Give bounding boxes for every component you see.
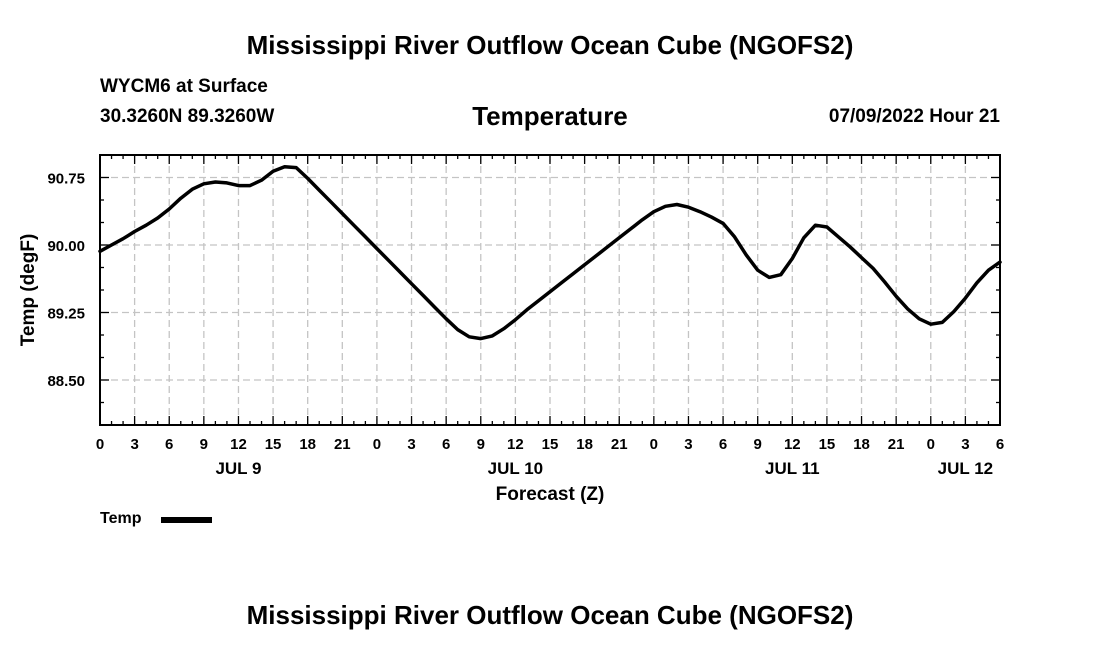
x-tick-label: 12 <box>784 436 801 453</box>
x-tick-label: 12 <box>230 436 247 453</box>
x-tick-label: 6 <box>165 436 173 453</box>
x-date-label: JUL 10 <box>488 459 543 478</box>
y-tick-label: 89.25 <box>47 306 85 323</box>
x-tick-label: 3 <box>407 436 415 453</box>
forecast-timestamp: 07/09/2022 Hour 21 <box>828 106 1000 127</box>
x-tick-label: 21 <box>888 436 905 453</box>
y-tick-label: 90.00 <box>47 238 85 255</box>
x-tick-label: 12 <box>507 436 524 453</box>
x-tick-label: 15 <box>265 436 282 453</box>
x-tick-label: 6 <box>442 436 450 453</box>
x-date-label: JUL 9 <box>215 459 261 478</box>
x-date-label: JUL 12 <box>938 459 993 478</box>
station-label: WYCM6 at Surface <box>100 76 268 97</box>
legend-label: Temp <box>100 510 142 527</box>
x-tick-label: 21 <box>334 436 351 453</box>
x-tick-label: 6 <box>719 436 727 453</box>
x-tick-label: 18 <box>853 436 870 453</box>
x-tick-label: 0 <box>373 436 381 453</box>
chart-footer-title: Mississippi River Outflow Ocean Cube (NG… <box>246 600 854 630</box>
x-axis-label: Forecast (Z) <box>496 484 605 505</box>
y-axis-label: Temp (degF) <box>18 234 39 347</box>
x-tick-label: 3 <box>130 436 138 453</box>
station-coordinates: 30.3260N 89.3260W <box>100 106 275 127</box>
x-tick-label: 15 <box>542 436 559 453</box>
x-tick-label: 9 <box>200 436 208 453</box>
chart-main-title: Mississippi River Outflow Ocean Cube (NG… <box>246 30 854 60</box>
y-tick-label: 88.50 <box>47 373 85 390</box>
temperature-series-line <box>98 164 1002 341</box>
x-tick-label: 21 <box>611 436 628 453</box>
x-tick-label: 6 <box>996 436 1004 453</box>
x-tick-label: 3 <box>961 436 969 453</box>
x-tick-label: 18 <box>576 436 593 453</box>
x-tick-label: 18 <box>299 436 316 453</box>
x-tick-label: 3 <box>684 436 692 453</box>
variable-title: Temperature <box>472 101 628 131</box>
x-tick-label: 0 <box>650 436 658 453</box>
legend-line-swatch <box>161 517 212 523</box>
x-tick-label: 9 <box>754 436 762 453</box>
x-date-label: JUL 11 <box>765 459 820 478</box>
x-tick-label: 0 <box>927 436 935 453</box>
x-tick-label: 9 <box>477 436 485 453</box>
x-tick-label: 0 <box>96 436 104 453</box>
y-tick-label: 90.75 <box>47 171 85 188</box>
x-tick-label: 15 <box>819 436 836 453</box>
